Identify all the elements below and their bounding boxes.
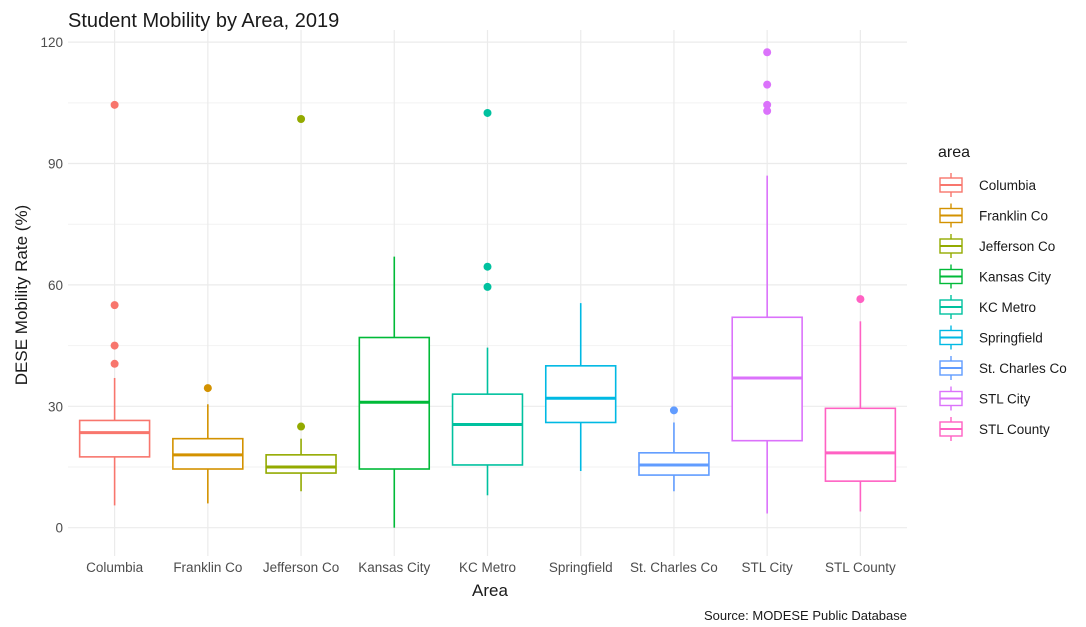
x-tick-label: STL City (742, 560, 794, 575)
legend-item: Columbia (939, 173, 1037, 197)
x-tick-label: Jefferson Co (263, 560, 339, 575)
legend-item: Springfield (939, 325, 1043, 350)
box-springfield (544, 303, 617, 472)
legend-label: Kansas City (979, 270, 1051, 285)
x-tick-labels: Columbia Franklin Co Jefferson Co Kansas Ci… (86, 560, 896, 575)
legend-item: St. Charles Co (939, 356, 1067, 380)
box-body (451, 393, 524, 466)
box-kansas-city (358, 256, 431, 528)
outlier-point (297, 115, 306, 124)
y-tick-label: 30 (48, 399, 63, 414)
x-tick-label: St. Charles Co (630, 560, 718, 575)
legend-item: STL County (939, 417, 1050, 441)
legend-title: area (938, 144, 970, 161)
box-body (78, 419, 151, 458)
boxes (78, 48, 897, 528)
outlier-point (203, 384, 212, 393)
box-kc-metro (451, 108, 524, 496)
outlier-point (483, 282, 492, 291)
y-tick-label: 0 (55, 521, 63, 536)
outlier-point (110, 359, 119, 368)
legend-item: STL City (939, 386, 1031, 411)
legend-item: Franklin Co (939, 203, 1048, 228)
y-axis-title: DESE Mobility Rate (%) (12, 205, 31, 385)
outlier-point (763, 106, 772, 115)
legend-label: KC Metro (979, 300, 1036, 315)
x-tick-label: Franklin Co (173, 560, 242, 575)
box-body (265, 454, 337, 474)
box-st-charles-co (638, 406, 710, 492)
legend-label: Springfield (979, 331, 1043, 346)
box-stl-county (824, 295, 897, 512)
outlier-point (483, 262, 492, 271)
x-tick-label: Kansas City (358, 560, 430, 575)
outlier-point (763, 100, 772, 109)
outlier-point (110, 100, 119, 109)
legend-label: Columbia (979, 178, 1037, 193)
box-body (824, 407, 897, 482)
box-body (544, 365, 617, 424)
y-tick-label: 60 (48, 278, 63, 293)
y-tick-labels: 0 30 60 90 120 (40, 35, 63, 536)
outlier-point (297, 422, 306, 431)
outlier-point (856, 295, 865, 304)
box-stl-city (731, 48, 803, 514)
legend-item: KC Metro (939, 295, 1036, 319)
x-tick-label: Columbia (86, 560, 144, 575)
outlier-point (110, 341, 119, 350)
chart-title: Student Mobility by Area, 2019 (68, 10, 339, 32)
box-jefferson-co (265, 115, 337, 492)
legend-label: Jefferson Co (979, 239, 1055, 254)
box-franklin-co (172, 384, 244, 504)
outlier-point (483, 108, 492, 117)
legend: area Columbia Franklin Co Jefferson Co Kans… (938, 144, 1067, 441)
chart-caption: Source: MODESE Public Database (704, 608, 907, 623)
x-tick-label: KC Metro (459, 560, 516, 575)
y-tick-label: 90 (48, 157, 63, 172)
outlier-point (763, 48, 772, 57)
legend-label: Franklin Co (979, 209, 1048, 224)
outlier-point (669, 406, 678, 415)
y-tick-label: 120 (40, 35, 63, 50)
legend-item: Kansas City (939, 264, 1051, 289)
outlier-point (110, 301, 119, 310)
outlier-point (763, 80, 772, 89)
box-columbia (78, 100, 151, 506)
x-tick-label: Springfield (549, 560, 613, 575)
x-axis-title: Area (472, 581, 508, 600)
legend-item: Jefferson Co (939, 234, 1055, 258)
legend-label: St. Charles Co (979, 361, 1067, 376)
legend-label: STL County (979, 422, 1050, 437)
x-tick-label: STL County (825, 560, 896, 575)
legend-label: STL City (979, 392, 1031, 407)
